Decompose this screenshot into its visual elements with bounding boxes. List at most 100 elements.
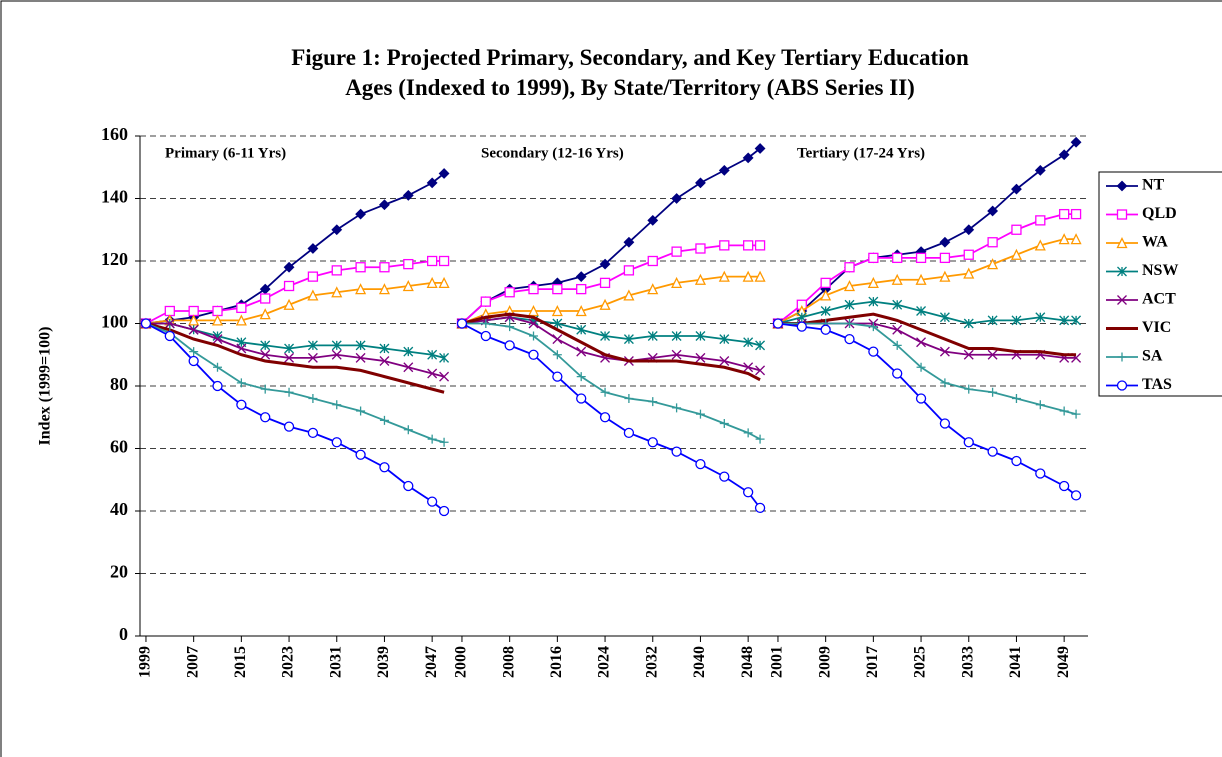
series	[772, 318, 1082, 501]
marker	[426, 177, 438, 189]
y-tick-label: 80	[110, 374, 128, 394]
x-tick-label: 2009	[816, 646, 833, 678]
marker	[235, 314, 247, 326]
marker	[939, 312, 950, 323]
marker	[820, 277, 831, 289]
marker	[355, 352, 366, 363]
series-line	[777, 300, 1077, 325]
marker	[284, 343, 295, 354]
marker	[283, 298, 295, 310]
marker	[552, 350, 562, 360]
marker	[623, 265, 635, 276]
marker	[1035, 312, 1046, 323]
marker	[259, 308, 271, 320]
marker	[623, 427, 635, 439]
marker	[1059, 406, 1069, 416]
marker	[844, 262, 855, 273]
marker	[1070, 233, 1082, 245]
marker	[892, 299, 903, 310]
marker	[599, 258, 611, 270]
marker	[283, 421, 295, 432]
marker	[1070, 136, 1082, 148]
x-tick-label: 2023	[280, 646, 297, 678]
marker	[963, 224, 975, 236]
marker	[695, 458, 706, 470]
y-axis-label: Index (1999=100)	[37, 327, 54, 446]
marker	[1010, 248, 1023, 260]
marker	[188, 355, 199, 367]
marker	[427, 434, 437, 444]
marker	[719, 334, 730, 345]
marker	[647, 214, 659, 226]
marker	[987, 237, 998, 248]
marker	[236, 343, 247, 354]
marker	[505, 322, 515, 332]
marker	[963, 437, 974, 448]
marker	[439, 437, 449, 447]
marker	[988, 387, 998, 397]
marker	[845, 319, 855, 328]
marker	[307, 427, 319, 439]
marker	[844, 333, 855, 345]
series-line	[461, 316, 761, 372]
marker	[307, 243, 319, 254]
series-line	[461, 312, 761, 382]
marker	[671, 276, 683, 289]
x-tick-label: 2007	[184, 646, 201, 678]
marker	[755, 434, 765, 444]
marker	[820, 306, 831, 316]
marker	[868, 252, 879, 264]
x-tick-label: 2049	[1055, 646, 1072, 678]
marker	[743, 240, 754, 251]
marker	[307, 340, 318, 351]
y-tick-label: 60	[110, 437, 128, 457]
y-tick-label: 100	[101, 312, 128, 332]
x-tick-label: 2047	[423, 646, 440, 678]
marker	[355, 340, 366, 351]
y-tick-label: 40	[110, 499, 128, 519]
series-line	[145, 281, 445, 325]
marker	[481, 319, 491, 328]
marker	[1035, 400, 1045, 410]
marker	[379, 199, 390, 211]
series	[140, 255, 450, 329]
marker	[892, 324, 903, 335]
marker	[671, 446, 682, 457]
series	[456, 240, 766, 329]
marker	[1011, 315, 1022, 326]
marker	[356, 406, 366, 416]
series	[140, 318, 450, 517]
marker	[236, 378, 246, 388]
y-tick-label: 0	[119, 624, 128, 644]
x-tick-label: 2008	[500, 646, 517, 678]
marker	[939, 236, 951, 248]
marker	[892, 368, 903, 379]
marker	[576, 283, 587, 295]
marker	[236, 302, 247, 314]
marker	[671, 193, 683, 204]
marker	[916, 337, 927, 348]
marker	[576, 346, 587, 357]
series-line	[145, 322, 445, 378]
marker	[939, 252, 951, 264]
marker	[599, 298, 611, 310]
marker	[213, 362, 223, 372]
marker	[1011, 183, 1022, 195]
marker	[480, 330, 491, 342]
marker	[940, 378, 950, 388]
series	[772, 233, 1082, 329]
marker	[212, 305, 223, 317]
panel-label: Primary (6-11 Yrs)	[165, 145, 286, 161]
marker	[576, 372, 586, 382]
marker	[624, 394, 634, 403]
legend-marker	[1117, 352, 1127, 362]
marker	[671, 349, 682, 360]
marker	[379, 462, 390, 473]
marker	[164, 305, 175, 317]
y-tick-label: 140	[101, 187, 128, 207]
legend-label: QLD	[1142, 205, 1177, 222]
marker	[211, 314, 224, 326]
marker	[623, 236, 635, 248]
